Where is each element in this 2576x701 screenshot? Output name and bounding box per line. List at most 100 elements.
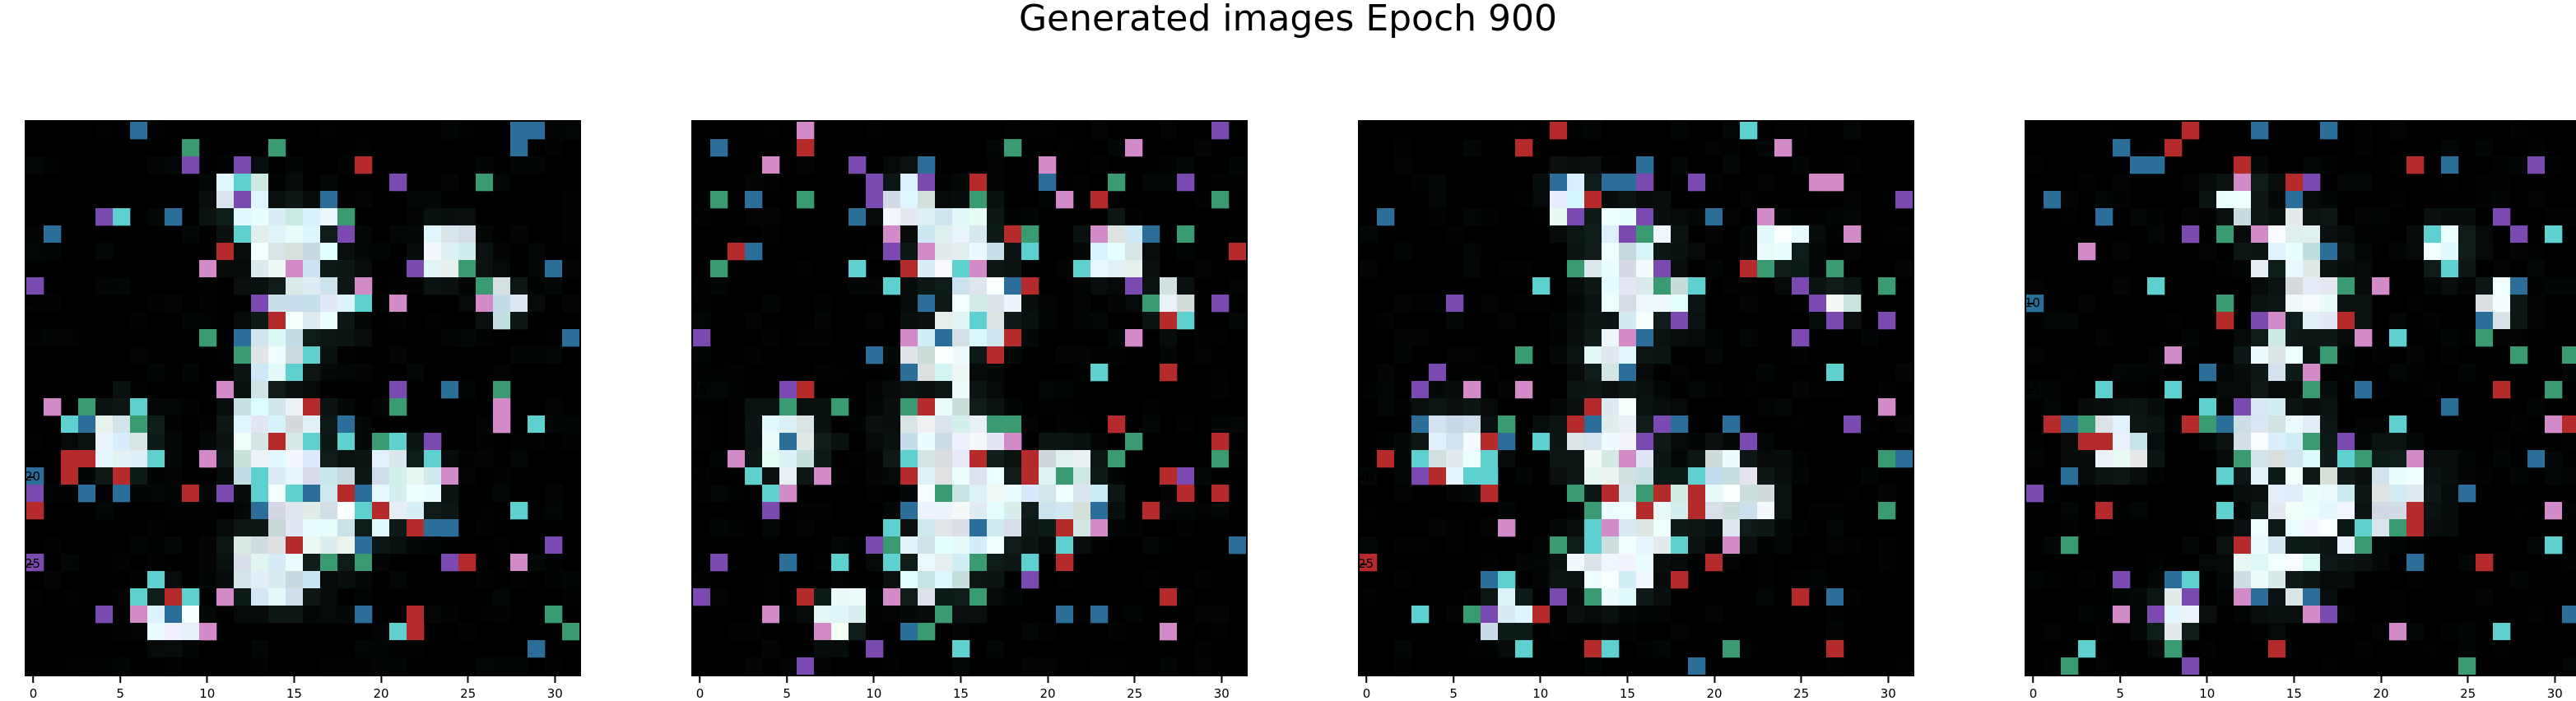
image-pixel xyxy=(2061,364,2079,382)
image-pixel xyxy=(2389,485,2407,503)
image-pixel xyxy=(1636,208,1654,226)
image-pixel xyxy=(1602,346,1620,364)
image-pixel xyxy=(1463,467,1481,485)
image-pixel xyxy=(303,208,321,226)
image-pixel xyxy=(1039,502,1057,520)
image-pixel xyxy=(1792,381,1810,399)
image-pixel xyxy=(762,485,780,503)
image-pixel xyxy=(1411,467,1430,485)
image-pixel xyxy=(2061,657,2079,675)
image-pixel xyxy=(2320,519,2338,537)
image-pixel xyxy=(987,312,1005,330)
image-pixel xyxy=(1584,312,1602,330)
image-pixel xyxy=(2061,502,2079,520)
image-pixel xyxy=(1688,485,1706,503)
image-pixel xyxy=(987,640,1005,658)
image-pixel xyxy=(2527,312,2546,330)
image-pixel xyxy=(407,260,425,278)
image-pixel xyxy=(234,485,252,503)
image-pixel xyxy=(1463,450,1481,468)
image-pixel xyxy=(1004,467,1022,485)
image-pixel xyxy=(918,467,936,485)
image-pixel xyxy=(2078,467,2096,485)
image-pixel xyxy=(1056,346,1074,364)
image-pixel xyxy=(866,398,884,416)
image-pixel xyxy=(303,554,321,572)
image-pixel xyxy=(182,312,200,330)
image-pixel xyxy=(268,467,286,485)
image-pixel xyxy=(268,243,286,261)
image-pixel xyxy=(1567,502,1585,520)
image-pixel xyxy=(987,364,1005,382)
image-pixel xyxy=(745,415,763,434)
image-pixel xyxy=(1602,174,1620,192)
image-pixel xyxy=(234,243,252,261)
image-pixel xyxy=(952,260,970,278)
image-pixel xyxy=(2320,260,2338,278)
image-pixel xyxy=(1636,295,1654,313)
image-pixel xyxy=(1411,329,1430,347)
image-pixel xyxy=(900,312,918,330)
image-pixel xyxy=(1056,415,1074,434)
image-pixel xyxy=(1878,225,1896,244)
image-pixel xyxy=(355,571,373,589)
x-tick-label: 15 xyxy=(1620,676,1635,701)
image-pixel xyxy=(1211,122,1230,140)
image-pixel xyxy=(2424,502,2442,520)
image-pixel xyxy=(1861,467,1879,485)
image-pixel xyxy=(1073,295,1091,313)
image-pixel xyxy=(493,606,511,624)
image-pixel xyxy=(2234,191,2252,209)
image-pixel xyxy=(797,606,815,624)
image-pixel xyxy=(2130,450,2148,468)
image-pixel xyxy=(1792,519,1810,537)
image-pixel xyxy=(1194,260,1212,278)
image-pixel xyxy=(1056,606,1074,624)
image-pixel xyxy=(2458,623,2476,641)
image-pixel xyxy=(2476,277,2494,295)
image-pixel xyxy=(1160,122,1178,140)
image-pixel xyxy=(1826,208,1844,226)
image-pixel xyxy=(216,554,235,572)
image-pixel xyxy=(797,657,815,675)
image-pixel xyxy=(407,225,425,244)
image-pixel xyxy=(199,554,217,572)
image-pixel xyxy=(952,174,970,192)
image-pixel xyxy=(866,640,884,658)
image-pixel xyxy=(1584,122,1602,140)
image-pixel xyxy=(2268,260,2286,278)
image-pixel xyxy=(866,467,884,485)
image-pixel xyxy=(2199,243,2217,261)
image-pixel xyxy=(2372,450,2390,468)
image-pixel xyxy=(1360,467,1378,485)
image-pixel xyxy=(918,623,936,641)
image-pixel xyxy=(1653,640,1672,658)
image-pixel xyxy=(1073,606,1091,624)
image-pixel xyxy=(1056,536,1074,555)
image-pixel xyxy=(182,588,200,606)
image-pixel xyxy=(286,364,304,382)
image-pixel xyxy=(2476,295,2494,313)
y-tick-label: 10 xyxy=(25,295,41,310)
image-pixel xyxy=(1394,329,1412,347)
image-pixel xyxy=(831,398,849,416)
image-pixel xyxy=(779,450,797,468)
image-pixel xyxy=(1723,277,1741,295)
image-pixel xyxy=(1636,346,1654,364)
image-pixel xyxy=(1584,536,1602,555)
image-pixel xyxy=(130,571,148,589)
image-pixel xyxy=(113,208,131,226)
image-pixel xyxy=(251,554,269,572)
image-pixel xyxy=(286,398,304,416)
image-pixel xyxy=(562,588,579,606)
image-pixel xyxy=(355,260,373,278)
image-pixel xyxy=(545,329,563,347)
image-pixel xyxy=(2026,433,2044,451)
image-pixel xyxy=(1090,485,1109,503)
image-pixel xyxy=(1229,415,1246,434)
image-pixel xyxy=(952,208,970,226)
image-pixel xyxy=(2285,588,2304,606)
image-pixel xyxy=(545,277,563,295)
image-pixel xyxy=(900,156,918,174)
image-pixel xyxy=(1429,295,1447,313)
